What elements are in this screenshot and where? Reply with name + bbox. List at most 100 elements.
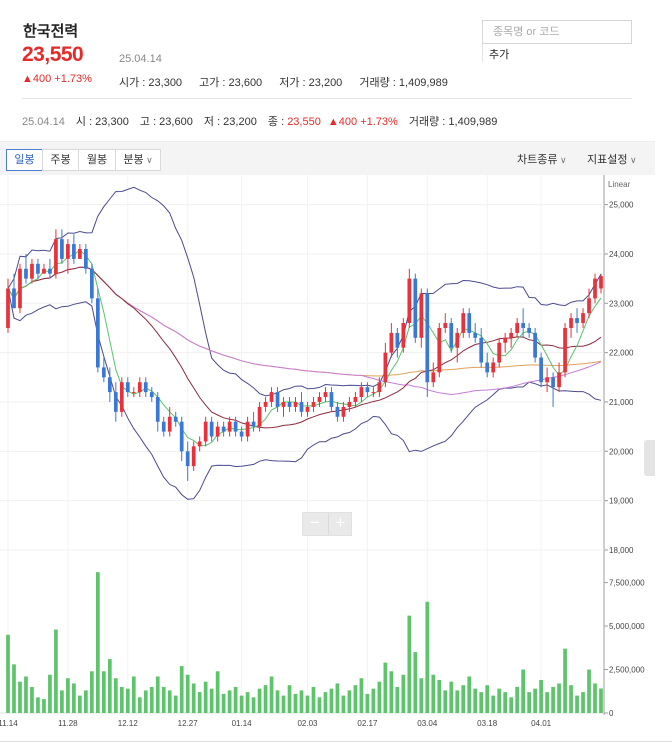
date-tick-label: 12.27 — [178, 719, 199, 728]
candle-body — [107, 377, 112, 393]
volume-bar — [221, 693, 226, 713]
indicator-dropdown[interactable]: 지표설정 ∨ — [587, 151, 637, 167]
volume-bar — [155, 676, 160, 713]
volume-bar — [329, 688, 334, 713]
candle-body — [377, 382, 382, 393]
volume-bar — [66, 678, 70, 713]
ohlc-open: 시 : 23,300 — [75, 116, 129, 128]
volume-tick-label: 2,500,000 — [609, 666, 645, 675]
chart-area[interactable]: Linear 25,000 24,000 23,000 22,000 21,000 20,0… — [0, 175, 655, 744]
volume-bar — [275, 690, 280, 713]
price-tick-label: 25,000 — [609, 201, 634, 210]
volume-bar — [377, 681, 382, 713]
tab-weekly[interactable]: 주봉 — [42, 149, 79, 171]
volume-bar — [365, 693, 370, 713]
volume-bar — [107, 659, 112, 713]
date-tick-label: 12.12 — [118, 719, 139, 728]
add-button[interactable]: 추가 — [489, 49, 510, 61]
volume-bar — [101, 671, 106, 713]
volume-bar — [161, 686, 166, 713]
date-tick-label: 03.18 — [477, 719, 498, 728]
candle-body — [311, 401, 316, 407]
candle-body — [335, 406, 340, 417]
volume-bar — [425, 601, 430, 713]
candle-body — [443, 323, 448, 328]
candle-body — [329, 392, 334, 407]
volume-bar — [371, 688, 376, 713]
candle-body — [30, 263, 34, 279]
volume-bar — [143, 690, 148, 713]
volume-bar — [359, 678, 364, 713]
volume-bar — [125, 688, 130, 713]
volume-bar — [431, 674, 436, 713]
candle-body — [599, 276, 603, 289]
candle-body — [449, 323, 454, 348]
candle-body — [581, 313, 585, 324]
candle-body — [131, 392, 136, 394]
volume-bar — [119, 686, 124, 713]
volume-bar — [521, 669, 525, 713]
candle-body — [101, 367, 106, 378]
price-tick-label: 23,000 — [609, 299, 634, 308]
volume-bar — [335, 683, 340, 713]
candle-body — [18, 268, 22, 309]
date-tick-label: 02.03 — [297, 719, 318, 728]
candle-body — [293, 401, 298, 407]
price-chart[interactable]: Linear 25,000 24,000 23,000 22,000 21,000 20,0… — [0, 175, 655, 744]
candle-body — [84, 249, 88, 269]
tab-monthly[interactable]: 월봉 — [78, 149, 116, 171]
side-panel-handle[interactable] — [644, 440, 655, 476]
candle-body — [263, 401, 268, 407]
candle-body — [323, 392, 328, 398]
volume-bar — [593, 683, 597, 713]
candle-body — [66, 244, 70, 259]
tab-daily[interactable]: 일봉 — [6, 149, 43, 171]
volume-bar — [179, 666, 184, 713]
candle-body — [533, 332, 537, 358]
zoom-out-button[interactable]: − — [310, 513, 320, 532]
candle-body — [167, 416, 172, 432]
volume-bar — [587, 669, 591, 713]
volume-tick-label: 5,000,000 — [609, 622, 645, 631]
candle-body — [365, 387, 370, 393]
candle-body — [473, 332, 478, 338]
tab-minute[interactable]: 분봉 ∨ — [115, 149, 161, 171]
tab-minute-label: 분봉 — [123, 154, 144, 166]
candle-body — [401, 323, 406, 348]
volume-bar — [54, 629, 58, 713]
chart-type-dropdown[interactable]: 차트종류 ∨ — [517, 151, 567, 167]
candle-body — [233, 421, 238, 432]
date-tick-label: 04.01 — [531, 719, 552, 728]
date-tick-label: 11.14 — [0, 719, 18, 728]
volume-bar — [197, 692, 202, 713]
volume-bar — [78, 695, 82, 713]
candle-body — [95, 298, 100, 368]
candle-body — [509, 332, 514, 338]
volume-bar — [551, 686, 555, 713]
candle-body — [563, 327, 567, 373]
ma5-line — [7, 249, 602, 446]
volume-bar — [293, 693, 298, 713]
low-price: 저가 : 23,200 — [279, 77, 343, 89]
candle-body — [173, 416, 178, 422]
candle-body — [6, 288, 10, 328]
zoom-in-button[interactable]: + — [328, 513, 352, 535]
volume-bar — [347, 690, 352, 713]
candle-body — [467, 313, 472, 333]
candle-body — [113, 392, 118, 412]
volume-bar — [24, 676, 28, 713]
volume-bar — [191, 683, 196, 713]
candle-body — [149, 392, 154, 398]
candle-body — [437, 327, 442, 373]
candle-body — [143, 382, 148, 393]
search-input[interactable] — [482, 20, 632, 44]
candle-body — [239, 431, 244, 437]
volume-bar — [227, 690, 232, 713]
candle-body — [36, 263, 40, 274]
volume-bar — [263, 685, 268, 713]
volume-bar — [287, 685, 292, 713]
volume-bar — [323, 692, 328, 713]
candle-body — [419, 293, 424, 338]
volume-bar — [515, 686, 520, 713]
chart-type-label: 차트종류 — [517, 154, 558, 166]
